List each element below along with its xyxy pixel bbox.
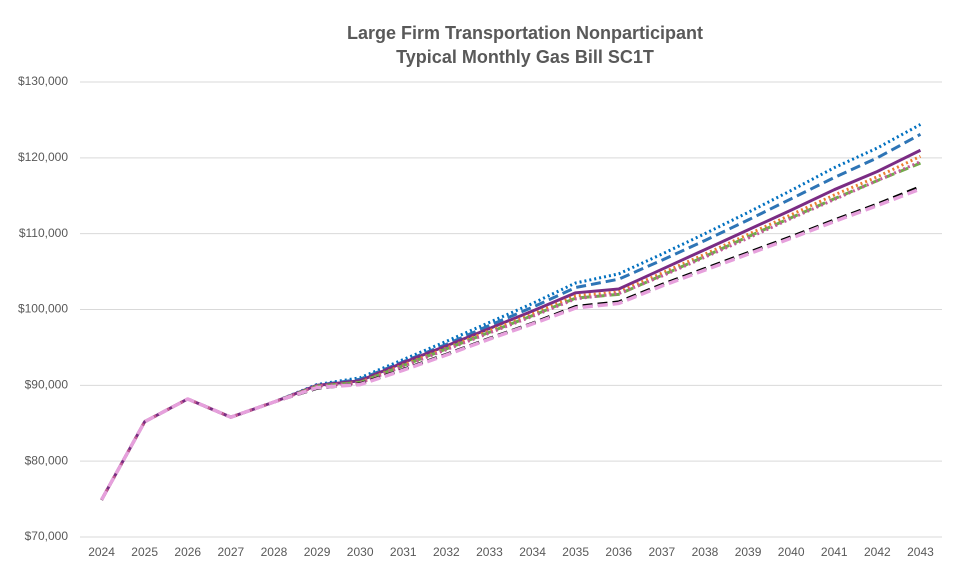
x-tick-label: 2041 xyxy=(821,545,848,559)
y-tick-label: $100,000 xyxy=(18,302,68,316)
x-tick-label: 2037 xyxy=(648,545,675,559)
x-tick-label: 2034 xyxy=(519,545,546,559)
y-tick-label: $130,000 xyxy=(18,74,68,88)
x-tick-label: 2035 xyxy=(562,545,589,559)
chart-title: Large Firm Transportation Nonparticipant xyxy=(347,23,703,43)
x-tick-label: 2043 xyxy=(907,545,934,559)
x-tick-label: 2040 xyxy=(778,545,805,559)
y-tick-label: $80,000 xyxy=(25,453,69,467)
x-tick-label: 2026 xyxy=(174,545,201,559)
x-tick-label: 2042 xyxy=(864,545,891,559)
x-tick-label: 2024 xyxy=(88,545,115,559)
x-tick-label: 2032 xyxy=(433,545,460,559)
x-tick-label: 2028 xyxy=(261,545,288,559)
x-tick-label: 2027 xyxy=(217,545,244,559)
x-tick-label: 2038 xyxy=(692,545,719,559)
series-line xyxy=(100,123,922,501)
series-line xyxy=(100,161,922,501)
series-line xyxy=(100,160,922,501)
series-line xyxy=(100,187,922,501)
y-tick-label: $70,000 xyxy=(25,529,69,543)
series-line xyxy=(100,133,922,501)
x-tick-label: 2033 xyxy=(476,545,503,559)
y-tick-label: $120,000 xyxy=(18,150,68,164)
y-tick-label: $90,000 xyxy=(25,378,69,392)
x-tick-label: 2036 xyxy=(605,545,632,559)
y-tick-label: $110,000 xyxy=(19,226,68,240)
x-tick-label: 2031 xyxy=(390,545,417,559)
chart-title: Typical Monthly Gas Bill SC1T xyxy=(396,47,654,67)
series-line xyxy=(100,148,922,501)
x-tick-label: 2025 xyxy=(131,545,158,559)
x-tick-label: 2039 xyxy=(735,545,762,559)
x-tick-label: 2029 xyxy=(304,545,331,559)
x-tick-label: 2030 xyxy=(347,545,374,559)
